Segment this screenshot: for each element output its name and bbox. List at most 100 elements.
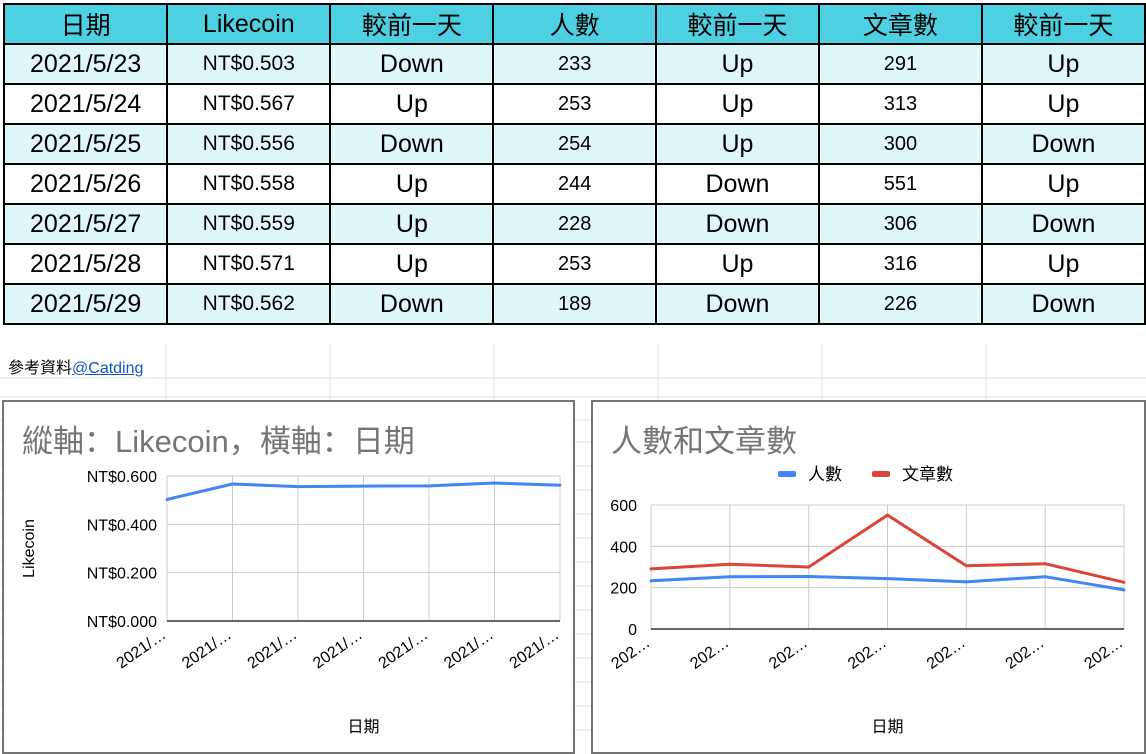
cell-articles-change[interactable]: Up — [980, 163, 1146, 205]
cell-articles-change[interactable]: Down — [980, 283, 1146, 325]
cell-people[interactable]: 244 — [492, 163, 657, 205]
legend-label: 人數 — [808, 465, 842, 484]
cell-articles[interactable]: 300 — [818, 123, 983, 165]
data-point — [649, 567, 653, 571]
cell-date[interactable]: 2021/5/26 — [2, 163, 169, 205]
cell-likecoin[interactable]: NT$0.558 — [166, 163, 332, 205]
header-people[interactable]: 人數 — [492, 3, 657, 45]
cell-date[interactable]: 2021/5/23 — [2, 43, 169, 85]
header-people-change[interactable]: 較前一天 — [654, 3, 821, 45]
cell-people[interactable]: 254 — [492, 123, 657, 165]
x-tick-label: 202… — [687, 634, 732, 672]
source-label: 參考資料 — [8, 360, 73, 377]
cell-people-change[interactable]: Down — [654, 163, 821, 205]
cell-date[interactable]: 2021/5/27 — [2, 203, 169, 245]
x-tick-label: 2021/… — [179, 626, 235, 672]
cell-articles-change[interactable]: Up — [980, 43, 1146, 85]
cell-people[interactable]: 228 — [492, 203, 657, 245]
y-tick-label: NT$0.600 — [87, 469, 157, 486]
cell-likecoin[interactable]: NT$0.562 — [166, 283, 332, 325]
cell-likecoin-change[interactable]: Down — [329, 283, 495, 325]
cell-articles-change[interactable]: Down — [980, 123, 1146, 165]
data-point — [1043, 575, 1047, 579]
cell-people-change[interactable]: Up — [654, 243, 821, 285]
people-articles-chart-plot: 0 200 400 600 202… 202… 202… 202… 202… 202… 202… 日期… — [609, 465, 1127, 736]
cell-people[interactable]: 253 — [492, 83, 657, 125]
cell-articles[interactable]: 291 — [818, 43, 983, 85]
chart-title: 人數和文章數 — [611, 424, 797, 459]
table-row: 2021/5/23 NT$0.503 Down 233 Up 291 Up — [2, 43, 1146, 85]
cell-likecoin[interactable]: NT$0.556 — [166, 123, 332, 165]
data-point — [964, 580, 968, 584]
data-point — [231, 482, 234, 486]
cell-articles-change[interactable]: Up — [980, 83, 1146, 125]
x-tick-label: 2021/… — [507, 626, 563, 672]
cell-date[interactable]: 2021/5/24 — [2, 83, 169, 125]
header-articles[interactable]: 文章數 — [818, 3, 983, 45]
data-point — [296, 485, 300, 489]
cell-date[interactable]: 2021/5/28 — [2, 243, 169, 285]
header-likecoin-change[interactable]: 較前一天 — [329, 3, 495, 45]
cell-articles[interactable]: 306 — [818, 203, 983, 245]
x-tick-label: 2021/… — [114, 626, 170, 672]
data-point — [728, 562, 732, 566]
data-point — [427, 484, 431, 488]
data-point — [1043, 562, 1047, 566]
table-body: 2021/5/23 NT$0.503 Down 233 Up 291 Up 2021/5/24… — [2, 43, 1146, 325]
cell-people-change[interactable]: Down — [654, 203, 821, 245]
table-row: 2021/5/29 NT$0.562 Down 189 Down 226 Down — [2, 283, 1146, 325]
x-tick-label: 202… — [845, 634, 890, 672]
people-articles-chart[interactable]: 人數和文章數 0 200 400 600 202… 202… 202… 202… 202… 202… — [591, 400, 1146, 754]
cell-likecoin[interactable]: NT$0.567 — [166, 83, 332, 125]
y-tick-label: 600 — [610, 498, 637, 515]
data-point — [165, 497, 169, 501]
cell-articles[interactable]: 313 — [818, 83, 983, 125]
cell-likecoin[interactable]: NT$0.503 — [166, 43, 332, 85]
cell-articles[interactable]: 551 — [818, 163, 983, 205]
x-tick-label: 202… — [609, 634, 654, 672]
likecoin-chart[interactable]: 縱軸：Likecoin，橫軸：日期 NT$0.000 NT$0.200 NT$0.4… — [2, 400, 575, 754]
data-point — [1122, 580, 1126, 584]
cell-likecoin-change[interactable]: Down — [329, 43, 495, 85]
y-tick-label: NT$0.400 — [87, 517, 157, 534]
cell-likecoin[interactable]: NT$0.559 — [166, 203, 332, 245]
table-row: 2021/5/24 NT$0.567 Up 253 Up 313 Up — [2, 83, 1146, 125]
cell-articles[interactable]: 316 — [818, 243, 983, 285]
cell-likecoin-change[interactable]: Up — [329, 243, 495, 285]
cell-likecoin-change[interactable]: Up — [329, 203, 495, 245]
source-link[interactable]: @Catding — [72, 360, 144, 377]
x-tick-label: 202… — [766, 634, 811, 672]
cell-people-change[interactable]: Down — [654, 283, 821, 325]
cell-likecoin-change[interactable]: Up — [329, 163, 495, 205]
cell-people[interactable]: 189 — [492, 283, 657, 325]
legend-swatch — [778, 471, 796, 477]
cell-articles-change[interactable]: Up — [980, 243, 1146, 285]
cell-likecoin[interactable]: NT$0.571 — [166, 243, 332, 285]
table-row: 2021/5/25 NT$0.556 Down 254 Up 300 Down — [2, 123, 1146, 165]
data-point — [964, 564, 968, 568]
chart-title: 縱軸：Likecoin，橫軸：日期 — [22, 424, 415, 459]
cell-people[interactable]: 233 — [492, 43, 657, 85]
header-likecoin[interactable]: Likecoin — [166, 3, 332, 45]
cell-people-change[interactable]: Up — [654, 123, 821, 165]
cell-articles-change[interactable]: Down — [980, 203, 1146, 245]
cell-likecoin-change[interactable]: Down — [329, 123, 495, 165]
cell-people[interactable]: 253 — [492, 243, 657, 285]
y-tick-label: NT$0.000 — [87, 614, 157, 631]
data-table: 日期 Likecoin 較前一天 人數 較前一天 文章數 較前一天 2021/5… — [2, 3, 1146, 325]
cell-likecoin-change[interactable]: Up — [329, 83, 495, 125]
cell-articles[interactable]: 226 — [818, 283, 983, 325]
cell-date[interactable]: 2021/5/29 — [2, 283, 169, 325]
y-axis-title: Likecoin — [21, 519, 38, 578]
x-tick-label: 202… — [1082, 634, 1127, 672]
data-point — [886, 513, 889, 517]
cell-date[interactable]: 2021/5/25 — [2, 123, 169, 165]
cell-people-change[interactable]: Up — [654, 43, 821, 85]
legend-label: 文章數 — [902, 465, 953, 484]
header-articles-change[interactable]: 較前一天 — [980, 3, 1146, 45]
x-axis-title: 日期 — [347, 718, 379, 736]
table-row: 2021/5/26 NT$0.558 Up 244 Down 551 Up — [2, 163, 1146, 205]
cell-people-change[interactable]: Up — [654, 83, 821, 125]
header-date[interactable]: 日期 — [2, 3, 169, 45]
y-tick-label: NT$0.200 — [87, 566, 157, 583]
